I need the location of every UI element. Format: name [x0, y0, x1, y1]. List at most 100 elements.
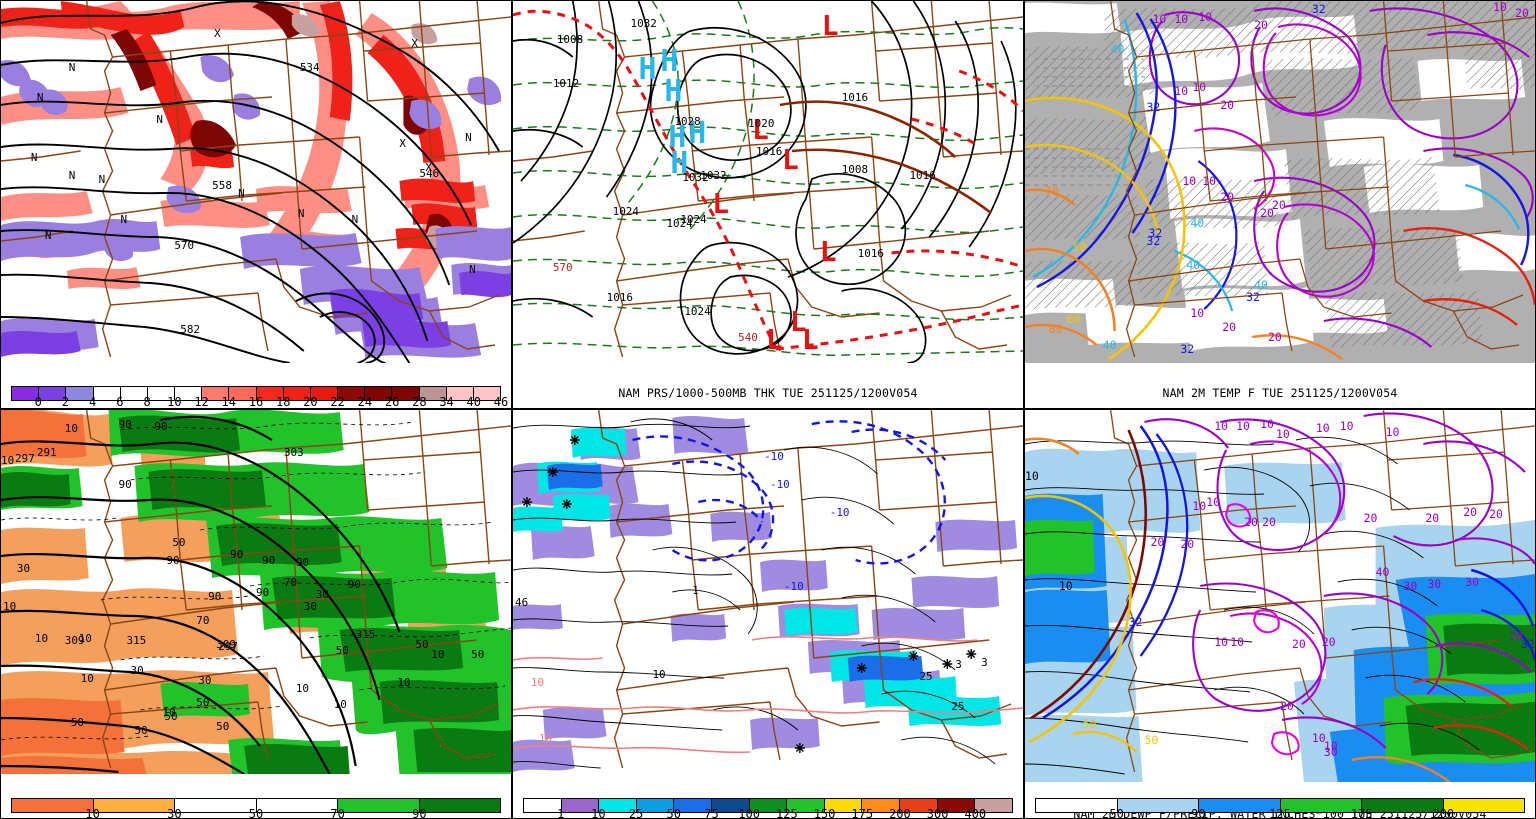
- svg-text:70: 70: [284, 576, 297, 589]
- svg-text:32: 32: [1246, 290, 1260, 304]
- colorbar-rh-tick: 50: [248, 807, 264, 819]
- front-cold: [513, 9, 1023, 351]
- colorbar-vorticity-segment: [120, 387, 148, 400]
- svg-text:30: 30: [130, 664, 143, 677]
- svg-text:20: 20: [1254, 18, 1268, 32]
- colorbar-vorticity-ticks: 0 2 4 6 8 10 12 14 16 18 20 22 24 26 28 34 40 46: [11, 395, 509, 409]
- colorbar-precip-tick: 200: [889, 807, 911, 819]
- svg-text:H: H: [670, 146, 688, 181]
- state-boundaries: [513, 1, 1023, 358]
- low-pressure-markers: L L L L L L L L: [712, 9, 838, 356]
- svg-text:540: 540: [738, 331, 758, 344]
- colorbar-vorticity-tick: 14: [221, 395, 236, 409]
- svg-text:1024: 1024: [666, 217, 693, 230]
- map-2m-dewp-pwat[interactable]: 10 10 10 10 10 10 10 10 10 10 10 10 10 20 20 20…: [1025, 410, 1535, 782]
- panel-nam-2m-temp-clouds[interactable]: 10 10 10 10 10 10 10 10 20 20 20 20 20 20 20 20 …: [1024, 0, 1536, 409]
- colorbar-rh-segment: [93, 799, 175, 812]
- colorbar-vorticity-tick: 2: [61, 395, 70, 409]
- svg-text:32: 32: [1521, 637, 1535, 651]
- svg-text:50: 50: [415, 638, 428, 651]
- svg-text:10: 10: [1236, 419, 1250, 433]
- svg-text:10: 10: [1493, 1, 1507, 14]
- svg-text:10: 10: [65, 422, 78, 435]
- svg-text:10: 10: [1386, 425, 1400, 439]
- svg-text:30: 30: [1427, 577, 1441, 591]
- svg-text:1016: 1016: [909, 169, 935, 182]
- svg-text:10: 10: [1192, 499, 1206, 513]
- colorbar-vorticity-tick: 18: [275, 395, 291, 409]
- colorbar-vorticity-segment: [365, 387, 393, 400]
- svg-text:20: 20: [1272, 198, 1286, 212]
- svg-text:70: 70: [196, 614, 209, 627]
- svg-text:10: 10: [1340, 419, 1354, 433]
- svg-text:10: 10: [1316, 421, 1330, 435]
- svg-text:30: 30: [17, 562, 30, 575]
- svg-text:90: 90: [296, 556, 309, 569]
- high-pressure-markers: H H H H H H H: [639, 44, 707, 181]
- svg-text:X: X: [399, 137, 406, 150]
- svg-text:10: 10: [652, 668, 665, 681]
- map-700mb-rh[interactable]: 291 297 303 309 315 309 315 297 10 10 10…: [1, 410, 511, 774]
- svg-text:32: 32: [1312, 2, 1326, 16]
- colorbar-vorticity-segment: [338, 387, 366, 400]
- svg-text:50: 50: [1073, 240, 1087, 254]
- colorbar-rh-segment: [175, 799, 257, 812]
- panel-nam-prs-thickness[interactable]: H H H H H H H L L L L L L L L: [512, 0, 1024, 409]
- colorbar-vorticity-segment: [419, 387, 447, 400]
- svg-text:32: 32: [1147, 100, 1161, 114]
- svg-text:10: 10: [1214, 419, 1228, 433]
- panel-nam-700mb-hgt-rh[interactable]: 291 297 303 309 315 309 315 297 10 10 10…: [0, 409, 512, 819]
- colorbar-vorticity-tick: 20: [303, 395, 318, 409]
- rh-very-dry-shading: [1, 410, 147, 774]
- colorbar-vorticity-tick: 10: [167, 395, 182, 409]
- svg-text:-10: -10: [830, 506, 850, 519]
- colorbar-vorticity-segment: [310, 387, 339, 400]
- panel-nam-6hr-precip[interactable]: -10 -10 -10 -10 -10 46 25 3 3 1 10 25: [512, 409, 1024, 819]
- svg-text:10: 10: [1214, 635, 1228, 649]
- colorbar-vorticity-tick: 28: [412, 395, 427, 409]
- svg-text:50: 50: [1083, 717, 1097, 731]
- svg-text:L: L: [752, 113, 769, 146]
- colorbar-pwat-ticks: 50 90 125 175 200: [1035, 807, 1525, 819]
- svg-text:546: 546: [419, 167, 439, 180]
- svg-text:N: N: [121, 213, 128, 226]
- colorbar-rh-segment: [256, 799, 338, 812]
- svg-text:50: 50: [196, 696, 209, 709]
- svg-text:90: 90: [119, 478, 132, 491]
- front-warm: [779, 100, 992, 215]
- svg-text:291: 291: [37, 446, 57, 459]
- svg-text:-10: -10: [764, 450, 784, 463]
- svg-text:1024: 1024: [684, 305, 711, 318]
- svg-text:25: 25: [919, 670, 932, 683]
- svg-text:H: H: [688, 116, 706, 151]
- map-mslp-thickness[interactable]: H H H H H H H L L L L L L L L: [513, 1, 1023, 363]
- colorbar-precip-segment: [937, 799, 976, 812]
- map-6hr-precip[interactable]: -10 -10 -10 -10 -10 46 25 3 3 1 10 25: [513, 410, 1023, 774]
- height-contours-500mb: [1, 1, 500, 363]
- colorbar-vorticity-tick: 24: [357, 395, 373, 409]
- svg-text:L: L: [790, 305, 807, 338]
- svg-text:40: 40: [1190, 216, 1204, 230]
- map-500mb-vorticity[interactable]: 534 558 570 582 546 N N N N N N N N N N N: [1, 1, 511, 363]
- colorbar-precip-tick: 1: [557, 807, 565, 819]
- colorbar-vorticity-tick: 22: [330, 395, 345, 409]
- panel-nam-500mb-hgt-vor[interactable]: 534 558 570 582 546 N N N N N N N N N N N: [0, 0, 512, 409]
- svg-text:10: 10: [397, 676, 410, 689]
- svg-text:90: 90: [262, 554, 275, 567]
- svg-text:297: 297: [218, 640, 238, 653]
- map-2m-temp-clouds[interactable]: 10 10 10 10 10 10 10 10 20 20 20 20 20 20 20 20 …: [1025, 1, 1535, 363]
- svg-text:1032: 1032: [700, 169, 726, 182]
- svg-text:90: 90: [166, 554, 179, 567]
- svg-text:1020: 1020: [748, 117, 774, 130]
- panel-nam-2m-dewp-pwat[interactable]: 10 10 10 10 10 10 10 10 10 10 10 10 10 20 20 20…: [1024, 409, 1536, 819]
- svg-text:10: 10: [81, 672, 94, 685]
- svg-text:582: 582: [180, 323, 200, 336]
- colorbar-vorticity-segment: [283, 387, 311, 400]
- svg-text:40: 40: [1111, 42, 1125, 56]
- svg-text:10: 10: [3, 600, 16, 613]
- colorbar-precip-segment: [524, 799, 562, 812]
- colorbar-pwat-tick: 200: [1432, 807, 1455, 819]
- colorbar-pwat-tick: 175: [1350, 807, 1373, 819]
- svg-text:90: 90: [154, 420, 167, 433]
